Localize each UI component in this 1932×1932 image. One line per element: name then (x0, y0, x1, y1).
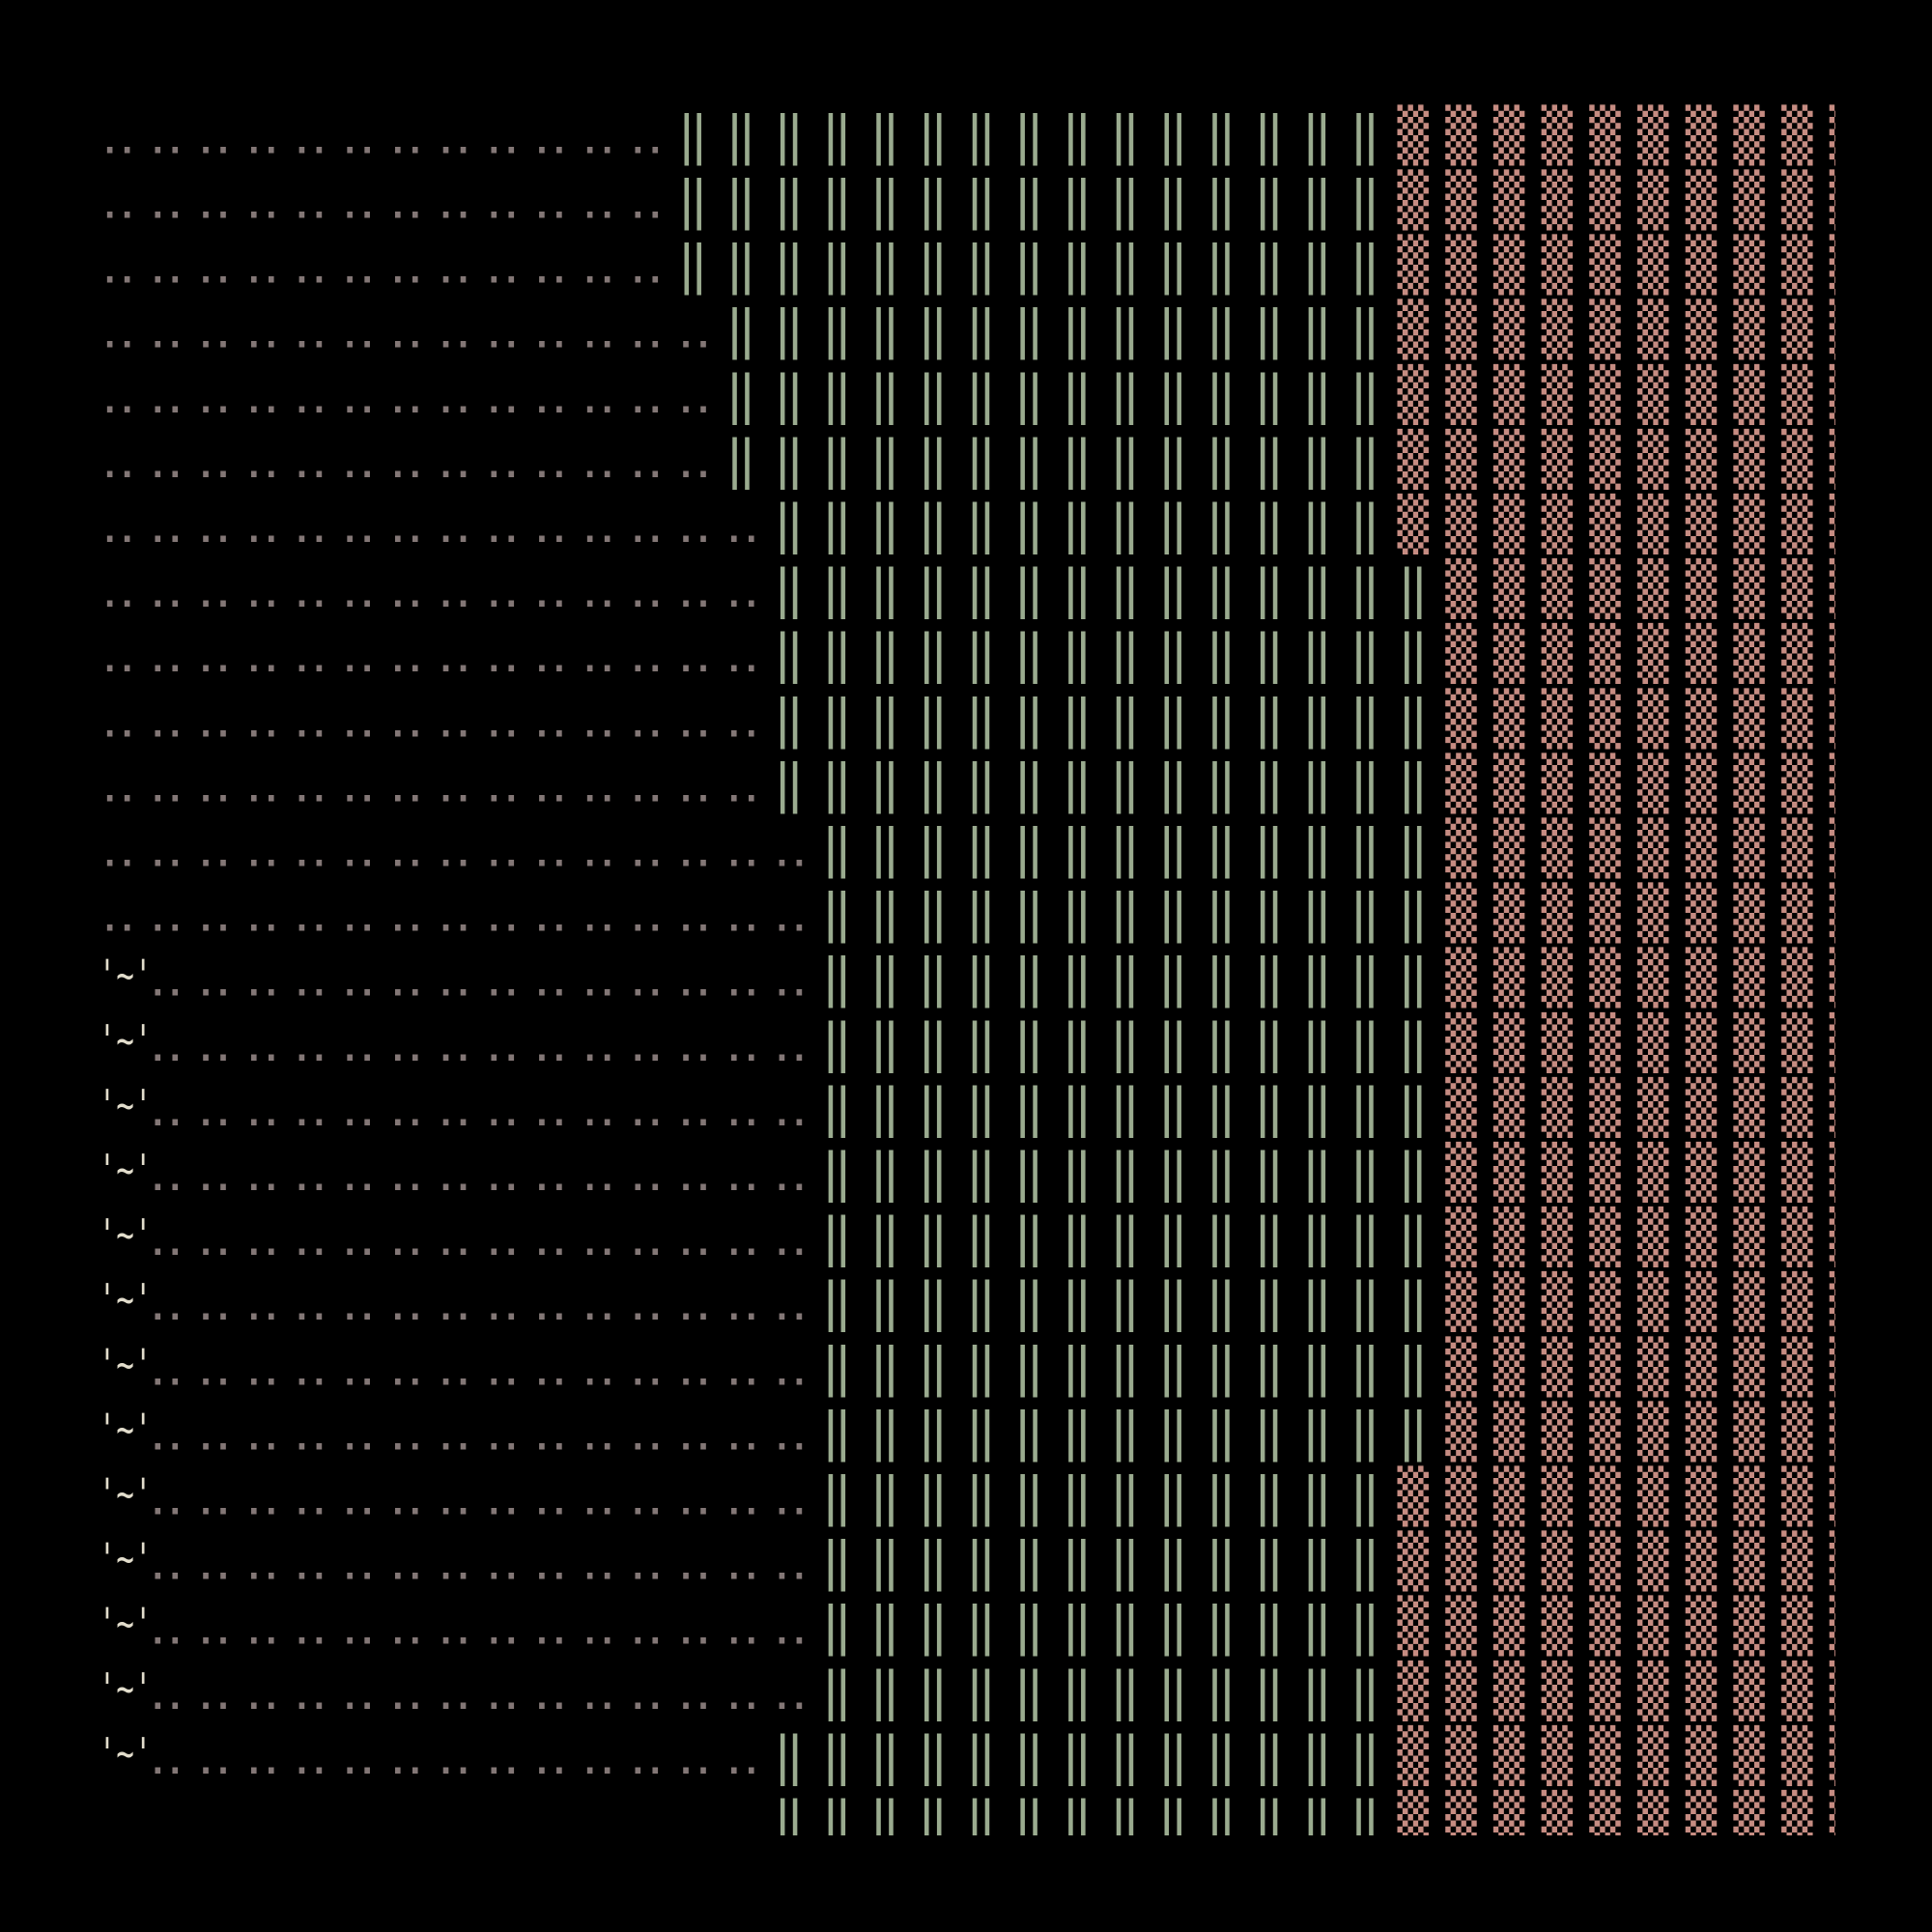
glyph-run: ‥‥‥‥‥‥‥‥‥‥‥ (101, 40, 616, 100)
glyph-run: ‥‥‥‥‥‥‥‥‥‥‥‥‥ (101, 364, 712, 425)
glyph-run: ▒▒▒▒▒▒▒▒▒▒ (1398, 1724, 1861, 1786)
face-glyph: '~' (99, 1600, 153, 1649)
glyph-run: ‖‖‖‖‖‖‖‖‖‖‖‖‖ (773, 1725, 1380, 1786)
glyph-run: ‖‖‖‖‖‖‖‖‖‖‖‖‖ (821, 1271, 1429, 1332)
face-glyph: '~' (99, 1275, 153, 1324)
glyph-run: ‖‖‖‖‖‖‖‖‖‖‖‖‖‖‖ (677, 235, 1380, 296)
glyph-run: ▒▒▒▒▒▒▒▒▒▒ (1398, 1595, 1861, 1657)
glyph-run: ‥‥‥‥‥‥‥‥‥‥‥‥‥ (101, 299, 712, 360)
glyph-run: ▒▒▒▒▒▒▒▒▒ (1445, 1011, 1861, 1073)
glyph-run: ‖‖‖‖‖‖‖‖‖‖‖‖‖ (821, 948, 1429, 1009)
glyph-run: ▒▒▒▒▒▒▒▒▒ (1445, 1400, 1861, 1462)
glyph-run: ▒▒▒▒▒▒▒▒▒ (1445, 1335, 1861, 1397)
glyph-run: ‥‥‥‥‥‥‥‥‥‥‥‥‥ (149, 1725, 759, 1786)
face-glyph: '~' (99, 1405, 153, 1454)
glyph-run: ▒▒▒▒▒▒▒▒▒▒ (1398, 1789, 1861, 1851)
glyph-run: ▒▒▒▒▒▒▒▒▒▒ (1398, 298, 1861, 360)
glyph-run: ▒▒▒▒▒▒▒▒▒ (1445, 882, 1861, 944)
face-glyph: '~' (99, 1081, 153, 1130)
face-glyph: '~' (99, 1729, 153, 1778)
glyph-run: ▒▒▒▒▒▒▒▒▒▒ (1398, 1530, 1861, 1592)
face-glyph: '~' (99, 1470, 153, 1520)
glyph-run: ‖‖‖‖‖‖‖‖‖‖‖‖‖ (821, 1142, 1429, 1203)
glyph-run: ‖‖‖‖‖‖‖‖‖‖‖‖‖ (773, 494, 1380, 554)
face-glyph: '~' (99, 1535, 153, 1584)
glyph-run: ▒▒▒▒▒▒▒▒▒ (1445, 1270, 1861, 1332)
glyph-run: ▒▒▒▒▒▒▒▒▒ (1445, 1076, 1861, 1138)
face-glyph: '~' (99, 1210, 153, 1260)
glyph-run: ▒▒▒▒▒▒▒▒▒ (1445, 1141, 1861, 1203)
face-glyph: '~' (99, 952, 153, 1001)
glyph-run: ▒▒▒▒▒▒▒▒▒ (1445, 557, 1861, 619)
glyph-run: ‖‖‖‖‖‖‖‖‖‖‖‖‖ (821, 1401, 1429, 1462)
glyph-run: ▒▒▒▒▒▒▒▒▒▒ (1398, 103, 1861, 165)
glyph-run: ▒▒▒▒▒▒▒▒▒▒ (1398, 234, 1861, 296)
glyph-run: ▒▒▒▒▒▒▒▒▒ (1445, 817, 1861, 879)
glyph-run: ▒▒▒▒▒▒▒▒▒ (1445, 622, 1861, 684)
glyph-run: ▒▒▒▒▒▒▒▒▒▒ (1398, 1465, 1861, 1527)
face-glyph: '~' (99, 1016, 153, 1065)
glyph-run: ‖‖‖‖‖‖‖‖‖‖‖‖‖ (821, 883, 1429, 944)
glyph-run: ▒▒▒▒▒▒▒▒▒ (1445, 752, 1861, 813)
glyph-run: ▒▒▒▒▒▒▒▒▒ (1445, 947, 1861, 1009)
glyph-run: ‥‥‥‥‥‥‥‥‥‥‥‥‥‥‥ (101, 818, 809, 879)
glyph-run: ‖‖‖‖‖‖‖‖‖‖‖‖‖‖‖ (677, 170, 1380, 231)
glyph-run: ‖‖‖‖‖‖‖‖‖‖‖‖‖ (821, 1207, 1429, 1267)
glyph-run: ‖‖‖‖‖‖‖‖‖‖‖‖‖‖‖ (677, 104, 1380, 165)
face-glyph: '~' (99, 1664, 153, 1714)
glyph-run: ‖‖‖‖‖‖‖‖‖‖‖‖‖ (821, 1336, 1429, 1397)
glyph-run: ‖‖‖‖‖‖‖‖‖‖‖‖‖ (821, 818, 1429, 879)
glyph-run: ▒▒▒▒▒▒▒▒▒ (1445, 1206, 1861, 1267)
glyph-run: ‖‖‖‖‖‖‖‖‖‖‖‖‖ (821, 1012, 1429, 1073)
glyph-run: ‥‥‥‥‥‥‥‥‥‥‥‥‥‥‥ (101, 883, 809, 944)
face-glyph: '~' (99, 1340, 153, 1389)
glyph-run: ▒▒▒▒▒▒▒▒▒▒ (1398, 1660, 1861, 1721)
glyph-run: ‥‥‥‥‥‥‥‥‥‥‥‥‥ (101, 429, 712, 490)
glyph-run: ▒▒▒▒▒▒▒▒▒▒ (1398, 363, 1861, 425)
face-glyph: '~' (99, 1146, 153, 1195)
glyph-run: ▒▒▒▒▒▒▒▒▒▒ (1398, 428, 1861, 490)
glyph-run: ▒▒▒▒▒▒▒▒▒▒ (1398, 169, 1861, 231)
glyph-run: ▒▒▒▒▒▒▒▒▒ (1445, 687, 1861, 749)
glyph-run: ▒▒▒▒▒▒▒▒▒▒ (1398, 493, 1861, 554)
glyph-run: ‖‖‖‖‖‖‖‖‖‖‖‖‖ (821, 1077, 1429, 1138)
glyph-run: ‖‖‖‖‖‖‖‖‖‖‖‖‖ (101, 1790, 1381, 1851)
